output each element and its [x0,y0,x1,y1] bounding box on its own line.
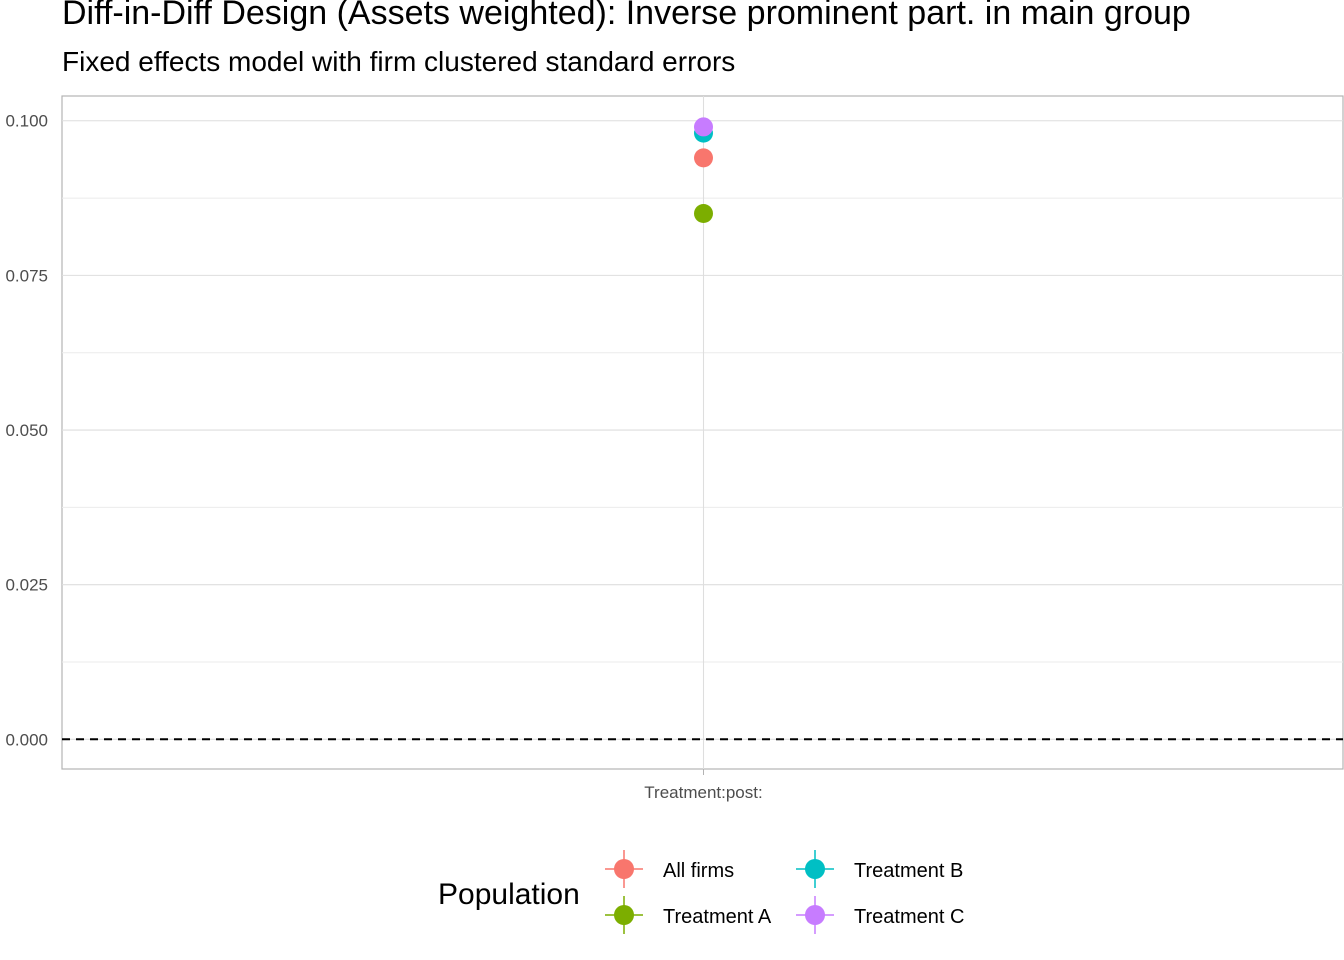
legend-key-point [614,859,634,879]
grid-layer [62,96,1343,769]
plot-panel [61,95,1344,770]
legend-key-point [805,905,825,925]
data-point [694,117,713,137]
chart-title: Diff-in-Diff Design (Assets weighted): I… [62,0,1191,32]
data-point [694,148,713,168]
legend-title: Population [438,878,580,911]
legend-item: Treatment B [796,850,963,888]
point-layer [694,117,713,224]
legend-item: Treatment A [605,896,772,934]
y-tick-label: 0.000 [5,730,48,749]
legend-label: Treatment C [854,906,964,928]
legend-label: Treatment A [663,906,772,928]
legend: Population All firms Treatment A Treatment … [438,850,964,934]
y-tick-label: 0.050 [5,421,48,440]
chart-subtitle: Fixed effects model with firm clustered … [62,46,736,77]
y-tick-label: 0.025 [5,576,48,595]
axis-layer: 0.000 0.025 0.050 0.075 0.100 Treatment:post: [5,112,762,802]
legend-key-point [614,905,634,925]
legend-label: All firms [663,860,734,882]
legend-item: All firms [605,850,734,888]
legend-item: Treatment C [796,896,964,934]
y-tick-label: 0.075 [5,266,48,285]
legend-key-point [805,859,825,879]
legend-label: Treatment B [854,860,963,882]
x-tick-label: Treatment:post: [644,783,762,802]
y-tick-label: 0.100 [5,112,48,131]
data-point [694,204,713,224]
